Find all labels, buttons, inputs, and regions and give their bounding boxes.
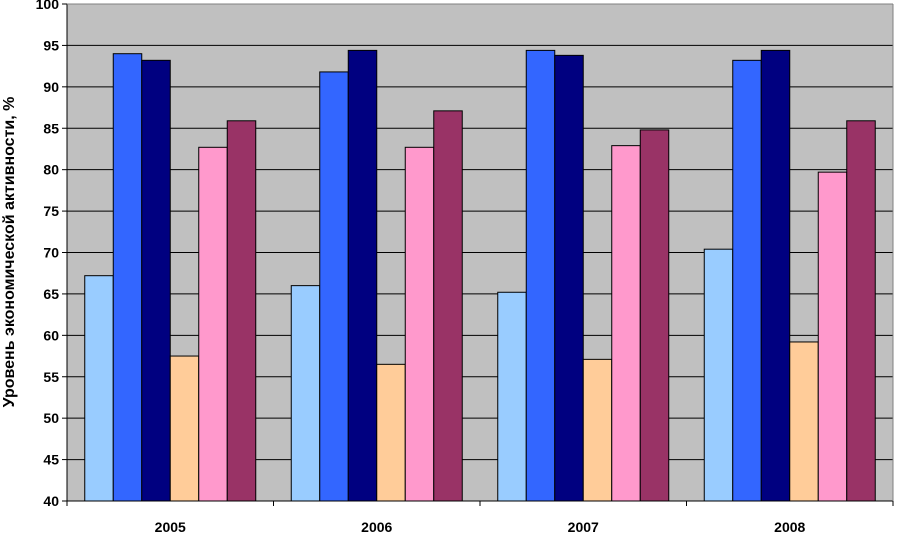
bar-2005-series-1 — [84, 275, 114, 502]
y-tick-label-70: 70 — [43, 245, 59, 261]
bar-group-2006 — [290, 49, 463, 502]
bar-2005-series-2 — [112, 53, 143, 502]
bar-group-2008 — [703, 49, 876, 502]
bar-2007-series-1 — [497, 291, 527, 502]
bar-2008-series-3 — [760, 49, 791, 502]
bar-2006-series-2 — [319, 71, 349, 502]
y-tick-label-95: 95 — [43, 37, 59, 53]
bar-2006-series-3 — [347, 49, 378, 502]
bar-2008-series-4 — [789, 341, 819, 502]
y-tick-label-100: 100 — [36, 0, 60, 12]
bar-groups — [84, 49, 876, 502]
bar-2007-series-2 — [525, 49, 556, 502]
y-tick-labels: 40 45 50 55 60 65 70 75 80 85 90 95 100 — [36, 0, 67, 509]
bar-2007-series-3 — [554, 54, 584, 502]
bar-2007-series-4 — [582, 358, 613, 502]
y-tick-label-50: 50 — [43, 410, 59, 426]
y-tick-label-45: 45 — [43, 452, 59, 468]
bar-2007-series-5 — [611, 145, 641, 502]
y-tick-label-80: 80 — [43, 162, 59, 178]
bar-2007-series-6 — [639, 129, 670, 502]
bar-2005-series-3 — [141, 59, 171, 502]
y-axis-title: Уровень экономической активности, % — [1, 97, 18, 408]
bar-2008-series-6 — [846, 120, 876, 502]
x-tick-label-2006: 2006 — [361, 519, 392, 535]
x-tick-label-2005: 2005 — [155, 519, 186, 535]
bar-2005-series-6 — [226, 120, 257, 502]
y-tick-label-40: 40 — [43, 493, 59, 509]
y-tick-label-55: 55 — [43, 369, 59, 385]
bar-2005-series-4 — [169, 355, 200, 502]
bar-2005-series-5 — [198, 146, 228, 502]
bar-2006-series-1 — [290, 285, 321, 502]
bar-2006-series-6 — [433, 110, 463, 502]
x-tick-label-2007: 2007 — [568, 519, 599, 535]
y-tick-label-65: 65 — [43, 286, 59, 302]
y-tick-label-60: 60 — [43, 327, 59, 343]
x-tick-labels: 2005 2006 2007 2008 — [155, 519, 806, 535]
y-tick-label-85: 85 — [43, 120, 59, 136]
bar-group-2007 — [497, 49, 670, 502]
bar-2008-series-1 — [703, 248, 734, 502]
x-tick-label-2008: 2008 — [774, 519, 805, 535]
y-tick-label-90: 90 — [43, 79, 59, 95]
bar-2006-series-4 — [376, 363, 406, 502]
bar-2006-series-5 — [404, 146, 435, 502]
bar-2008-series-5 — [817, 171, 848, 502]
y-tick-label-75: 75 — [43, 203, 59, 219]
bar-2008-series-2 — [732, 59, 762, 502]
bar-group-2005 — [84, 53, 257, 502]
